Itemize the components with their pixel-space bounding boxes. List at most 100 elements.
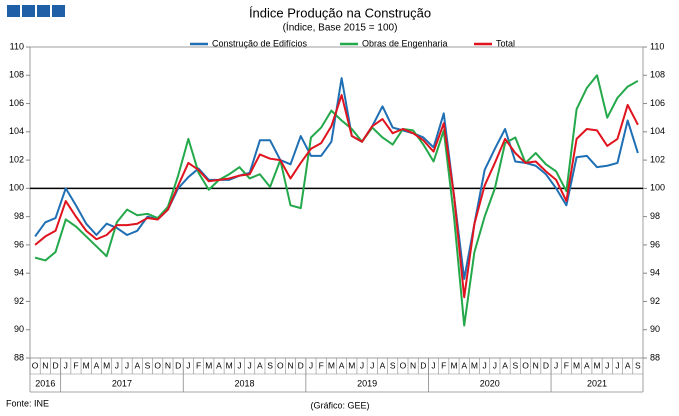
x-tick-label: J	[125, 360, 129, 370]
y-tick-label: 106	[9, 98, 24, 108]
plot-frame	[29, 46, 644, 359]
year-label: 2018	[235, 378, 255, 388]
x-tick-label: D	[175, 360, 181, 370]
chart-title: Índice Produção na Construção	[249, 5, 431, 20]
y2-tick-label: 94	[650, 268, 660, 278]
x-tick-label: A	[380, 360, 386, 370]
y2-tick-label: 104	[650, 126, 665, 136]
x-tick-label: F	[441, 360, 446, 370]
x-tick-label: A	[502, 360, 508, 370]
series-line	[34, 94, 639, 299]
x-tick-label: A	[134, 360, 140, 370]
x-tick-label: M	[205, 360, 212, 370]
y2-tick-label: 108	[650, 70, 665, 80]
chart-subtitle: (Índice, Base 2015 = 100)	[283, 21, 398, 34]
y-tick-label: 102	[9, 154, 24, 164]
x-tick-label: J	[248, 360, 252, 370]
year-label: 2020	[480, 378, 500, 388]
x-tick-label: J	[615, 360, 619, 370]
x-tick-label: A	[584, 360, 590, 370]
logo-block	[7, 5, 20, 17]
x-tick-label: M	[450, 360, 457, 370]
x-tick-label: M	[103, 360, 110, 370]
y-tick-label: 104	[9, 126, 24, 136]
x-tick-label: J	[64, 360, 68, 370]
x-tick-label: D	[298, 360, 304, 370]
y-tick-label: 94	[14, 268, 24, 278]
x-tick-label: A	[94, 360, 100, 370]
x-tick-label: J	[431, 360, 435, 370]
x-tick-label: M	[226, 360, 233, 370]
x-tick-label: J	[554, 360, 558, 370]
x-tick-label: O	[400, 360, 407, 370]
y-tick-label: 88	[14, 352, 24, 362]
x-tick-label: J	[483, 360, 487, 370]
credit: (Gráfico: GEE)	[310, 400, 369, 410]
x-tick-label: N	[287, 360, 293, 370]
x-tick-label: D	[420, 360, 426, 370]
y-tick-label: 96	[14, 239, 24, 249]
y2-tick-label: 110	[650, 41, 664, 51]
y2-tick-label: 96	[650, 239, 660, 249]
logo-block	[37, 5, 50, 17]
x-tick-label: S	[390, 360, 396, 370]
y2-tick-label: 88	[650, 352, 660, 362]
x-tick-label: F	[73, 360, 78, 370]
year-label: 2017	[112, 378, 132, 388]
x-tick-label: O	[154, 360, 161, 370]
y2-tick-label: 92	[650, 296, 660, 306]
year-label: 2019	[357, 378, 377, 388]
x-tick-label: J	[186, 360, 190, 370]
y2-tick-label: 102	[650, 154, 665, 164]
year-label: 2021	[587, 378, 607, 388]
x-tick-label: A	[461, 360, 467, 370]
x-tick-label: J	[605, 360, 609, 370]
x-tick-label: S	[145, 360, 151, 370]
y-tick-label: 100	[9, 183, 24, 193]
x-tick-label: F	[564, 360, 569, 370]
x-tick-label: O	[277, 360, 284, 370]
x-tick-label: N	[165, 360, 171, 370]
y2-tick-label: 90	[650, 324, 660, 334]
x-tick-label: J	[237, 360, 241, 370]
x-tick-label: N	[410, 360, 416, 370]
logo-block	[52, 5, 65, 17]
x-tick-label: S	[512, 360, 518, 370]
y-tick-label: 98	[14, 211, 24, 221]
x-tick-label: N	[42, 360, 48, 370]
x-tick-label: M	[573, 360, 580, 370]
legend-label: Total	[496, 38, 515, 48]
source: Fonte: INE	[6, 398, 49, 408]
x-tick-label: M	[593, 360, 600, 370]
y-tick-label: 90	[14, 324, 24, 334]
x-tick-label: O	[522, 360, 529, 370]
y-tick-label: 110	[10, 41, 24, 51]
y2-tick-label: 98	[650, 211, 660, 221]
y2-tick-label: 100	[650, 183, 665, 193]
y-tick-label: 92	[14, 296, 24, 306]
y-tick-label: 108	[9, 70, 24, 80]
x-tick-label: D	[52, 360, 58, 370]
x-tick-label: J	[309, 360, 313, 370]
x-tick-label: O	[32, 360, 39, 370]
series-line	[34, 74, 639, 327]
x-tick-label: S	[267, 360, 273, 370]
x-tick-label: A	[625, 360, 631, 370]
x-tick-label: F	[319, 360, 324, 370]
x-tick-label: A	[257, 360, 263, 370]
x-tick-label: F	[196, 360, 201, 370]
x-tick-label: N	[533, 360, 539, 370]
legend-label: Obras de Engenharia	[362, 38, 448, 48]
legend-label: Construção de Edifícios	[212, 38, 308, 48]
x-tick-label: M	[328, 360, 335, 370]
x-tick-label: M	[83, 360, 90, 370]
x-tick-label: M	[348, 360, 355, 370]
x-tick-label: S	[635, 360, 641, 370]
x-tick-label: J	[115, 360, 119, 370]
x-tick-label: J	[493, 360, 497, 370]
x-tick-label: A	[216, 360, 222, 370]
y2-tick-label: 106	[650, 98, 665, 108]
x-tick-label: M	[471, 360, 478, 370]
x-tick-label: A	[339, 360, 345, 370]
